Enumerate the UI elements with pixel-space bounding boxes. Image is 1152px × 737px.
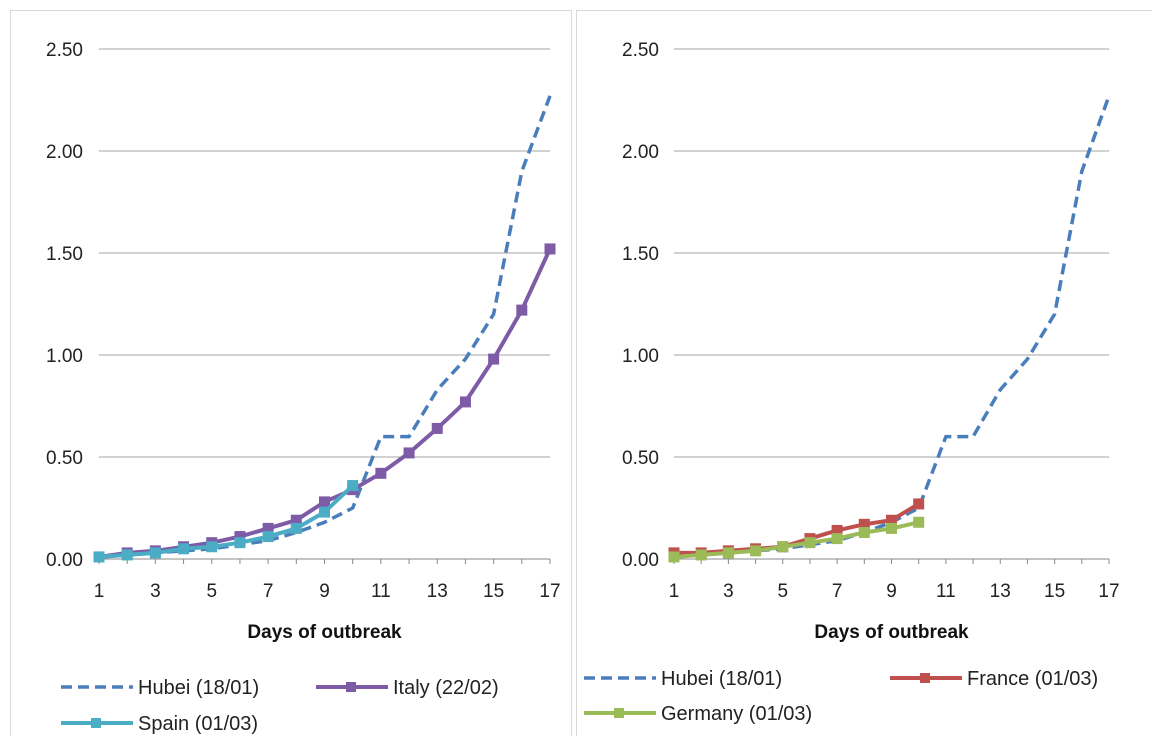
data-point — [347, 480, 359, 492]
x-tick-label: 1 — [94, 581, 105, 602]
data-point — [319, 496, 330, 508]
legend-label: Spain (01/03) — [138, 713, 258, 735]
legend-label: France (01/03) — [967, 668, 1098, 690]
y-tick-label: 2.00 — [46, 142, 83, 163]
gridlines — [99, 48, 550, 458]
data-point — [858, 526, 870, 538]
legend-swatch-marker — [91, 718, 101, 728]
data-point — [234, 537, 246, 549]
data-point — [93, 551, 105, 563]
data-point — [121, 549, 133, 561]
legend: Hubei (18/01) France (01/03) Germany (01/0… — [584, 668, 1098, 725]
legend-swatch-marker — [346, 682, 356, 692]
y-tick-label: 1.50 — [622, 244, 659, 265]
x-tick-label: 15 — [483, 581, 504, 602]
data-point — [319, 506, 330, 518]
x-tick-label: 1 — [669, 581, 680, 602]
data-point — [403, 447, 415, 459]
series-line-spain-01-03 — [98, 484, 355, 559]
gridlines — [674, 48, 1109, 458]
data-point — [149, 547, 161, 559]
y-tick-label: 1.00 — [622, 346, 659, 367]
data-point — [206, 541, 218, 553]
x-tick-label: 3 — [723, 581, 734, 602]
legend-label: Hubei (18/01) — [661, 668, 782, 690]
x-tick-label: 7 — [263, 581, 274, 602]
series-line-hubei-18-01 — [98, 95, 552, 559]
data-point — [488, 353, 500, 365]
x-tick-label: 7 — [832, 581, 843, 602]
data-point — [804, 537, 816, 549]
x-axis-ticks: 1 3 5 7 9 11 13 15 17 — [669, 559, 1120, 602]
data-point — [750, 545, 762, 557]
data-point — [262, 531, 274, 543]
y-tick-label: 1.50 — [46, 244, 83, 265]
y-axis-ticks: 0.00 0.50 1.00 1.50 2.00 2.50 — [622, 40, 659, 571]
data-point — [290, 522, 302, 534]
left-chart: 0.000.501.001.502.002.501 3 5 7 9 11 13 15 17Day… — [46, 40, 561, 735]
data-point — [516, 304, 528, 316]
legend: Hubei (18/01) Italy (22/02) Spain (01/03) — [61, 677, 499, 735]
data-point — [913, 516, 925, 528]
data-point — [695, 549, 707, 561]
y-axis-ticks: 0.00 0.50 1.00 1.50 2.00 2.50 — [46, 40, 83, 571]
legend-swatch-marker — [920, 673, 930, 683]
data-point — [178, 543, 190, 555]
x-tick-label: 9 — [886, 581, 897, 602]
series-line-france-01-03 — [674, 502, 920, 555]
y-tick-label: 2.50 — [622, 40, 659, 61]
legend-item-spain-01-03: Spain (01/03) — [61, 713, 258, 735]
x-axis-title: Days of outbreak — [814, 622, 969, 643]
y-tick-label: 0.00 — [622, 550, 659, 571]
series-line-hubei-18-01 — [673, 95, 1111, 559]
series-hubei-18-01 — [98, 95, 552, 559]
right-chart-panel: 0.00 0.50 1.00 1.50 2.00 2.50 1 3 5 7 9 11 13 15 17 Day… — [576, 10, 1152, 736]
y-tick-label: 1.00 — [46, 346, 83, 367]
data-point — [886, 522, 897, 534]
x-axis-ticks: 1 3 5 7 9 11 13 15 17 — [94, 559, 561, 602]
legend-label: Germany (01/03) — [661, 703, 812, 725]
series-germany-01-03 — [668, 516, 925, 563]
data-point — [375, 467, 387, 479]
data-point — [913, 498, 925, 510]
series-hubei-18-01 — [673, 95, 1111, 559]
data-point — [668, 551, 680, 563]
x-axis-title: Days of outbreak — [247, 622, 402, 643]
legend-item-germany-01-03: Germany (01/03) — [584, 703, 812, 725]
x-tick-label: 5 — [206, 581, 217, 602]
x-tick-label: 5 — [777, 581, 788, 602]
data-point — [459, 396, 471, 408]
x-tick-label: 13 — [427, 581, 448, 602]
data-point — [777, 541, 789, 553]
data-point — [544, 243, 556, 255]
x-tick-label: 9 — [319, 581, 330, 602]
legend-item-hubei-18-01: Hubei (18/01) — [584, 668, 782, 690]
data-point — [831, 533, 843, 545]
legend-item-hubei-18-01: Hubei (18/01) — [61, 677, 259, 699]
legend-item-italy-22-02: Italy (22/02) — [316, 677, 499, 699]
y-tick-label: 0.50 — [622, 448, 659, 469]
x-tick-label: 15 — [1044, 581, 1065, 602]
y-tick-label: 0.50 — [46, 448, 83, 469]
x-tick-label: 17 — [539, 581, 560, 602]
left-chart-panel: 0.00 0.50 1.00 1.50 2.00 2.50 1 3 5 7 9 11 13 15 17 Day… — [10, 10, 572, 736]
y-tick-label: 0.00 — [46, 550, 83, 571]
series-spain-01-03 — [93, 480, 359, 563]
legend-label: Italy (22/02) — [393, 677, 499, 699]
data-point — [722, 547, 734, 559]
y-tick-label: 2.50 — [46, 40, 83, 61]
x-tick-label: 3 — [150, 581, 161, 602]
x-tick-label: 13 — [990, 581, 1011, 602]
x-tick-label: 11 — [936, 581, 956, 602]
legend-item-france-01-03: France (01/03) — [890, 668, 1098, 690]
y-tick-label: 2.00 — [622, 142, 659, 163]
series-line-germany-01-03 — [673, 520, 920, 559]
legend-label: Hubei (18/01) — [138, 677, 259, 699]
x-tick-label: 11 — [371, 581, 391, 602]
data-point — [431, 422, 443, 434]
x-tick-label: 17 — [1098, 581, 1119, 602]
legend-swatch-marker — [614, 708, 624, 718]
right-chart: 0.000.501.001.502.002.501 3 5 7 9 11 13 15 17Day… — [584, 40, 1120, 725]
